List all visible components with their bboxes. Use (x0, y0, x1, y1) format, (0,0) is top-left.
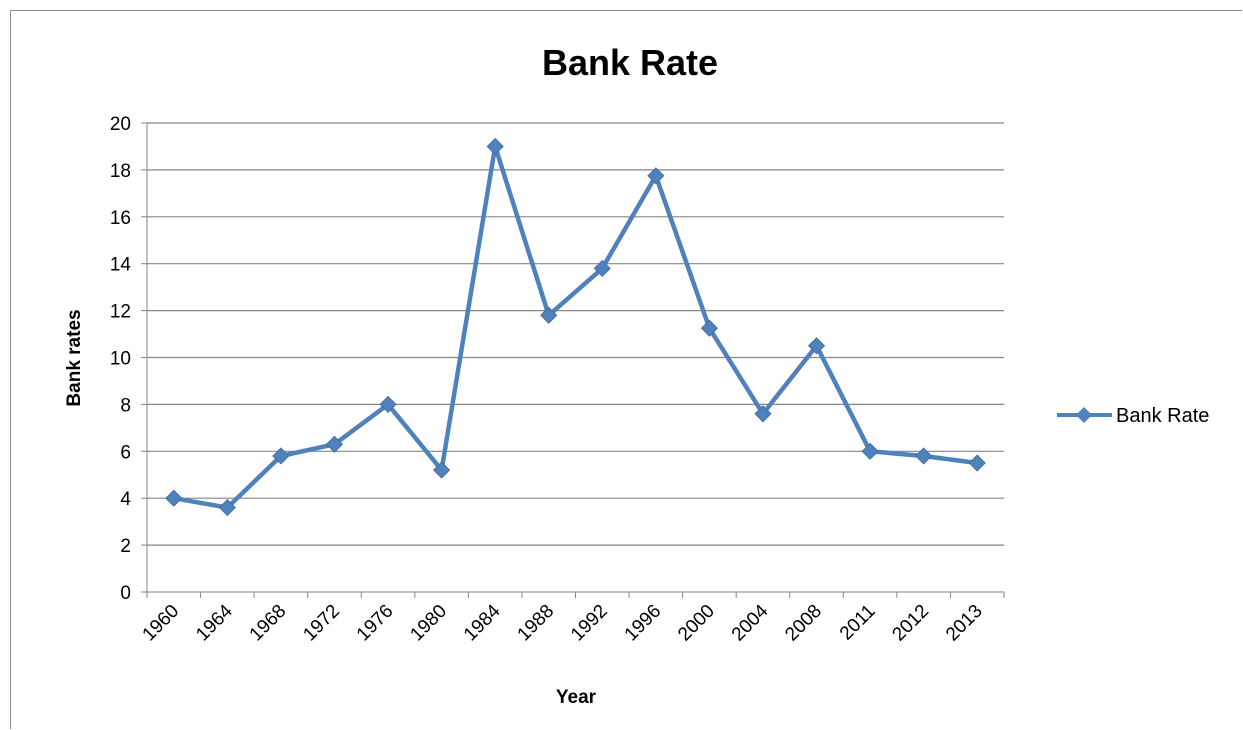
data-point (325, 435, 344, 453)
data-point (647, 167, 665, 185)
x-tick-label: 2004 (728, 600, 773, 645)
data-point (915, 447, 933, 465)
data-point (433, 461, 451, 479)
y-tick-label: 14 (110, 255, 132, 276)
data-point (272, 447, 290, 465)
legend: Bank Rate (1057, 405, 1209, 427)
x-tick-label: 1992 (567, 601, 612, 646)
x-tick-label: 2011 (836, 601, 880, 645)
data-point (861, 442, 879, 460)
x-axis-title: Year (556, 687, 597, 708)
y-tick-label: 18 (110, 161, 131, 182)
y-axis-title: Bank rates (64, 309, 85, 406)
x-tick-label: 2012 (888, 601, 933, 646)
y-axis-ticks: 0 2 4 6 8 10 12 14 16 18 20 (110, 114, 147, 604)
chart-area (10, 10, 1242, 729)
x-tick-label: 1976 (353, 601, 398, 646)
data-point (754, 405, 772, 423)
x-tick-label: 1980 (406, 601, 451, 646)
data-point (807, 337, 826, 355)
x-tick-label: 1964 (192, 600, 237, 645)
data-point (165, 489, 183, 507)
y-tick-label: 2 (120, 536, 131, 557)
x-axis-ticks: 1960 1964 1968 1972 1976 1980 1984 1988 1992 1996… (139, 592, 1005, 646)
y-tick-label: 6 (120, 442, 131, 463)
x-tick-label: 1996 (621, 601, 666, 646)
y-tick-label: 12 (110, 302, 131, 323)
data-point (218, 499, 236, 517)
series-group (165, 137, 986, 517)
chart-title: Bank Rate (542, 42, 718, 83)
data-point (379, 395, 397, 413)
x-tick-label: 1960 (139, 601, 184, 646)
data-point (700, 319, 718, 337)
data-point (486, 137, 504, 156)
gridlines (147, 122, 1004, 546)
x-tick-label: 2013 (942, 601, 987, 646)
x-tick-label: 2000 (674, 601, 719, 646)
x-tick-label: 2008 (781, 601, 826, 646)
x-tick-label: 1984 (460, 600, 505, 645)
x-tick-label: 1988 (514, 601, 559, 646)
y-tick-label: 20 (110, 114, 131, 135)
y-tick-label: 10 (110, 349, 131, 370)
y-tick-label: 4 (120, 489, 131, 510)
data-point (593, 259, 611, 277)
y-tick-label: 0 (120, 583, 131, 604)
legend-marker (1076, 407, 1092, 423)
x-tick-label: 1968 (246, 601, 291, 646)
y-tick-label: 8 (120, 395, 131, 416)
data-point (540, 306, 558, 324)
x-tick-label: 1972 (299, 601, 344, 646)
series-line (173, 144, 978, 510)
data-point (968, 454, 986, 472)
legend-label: Bank Rate (1116, 405, 1209, 427)
y-tick-label: 16 (110, 208, 131, 229)
